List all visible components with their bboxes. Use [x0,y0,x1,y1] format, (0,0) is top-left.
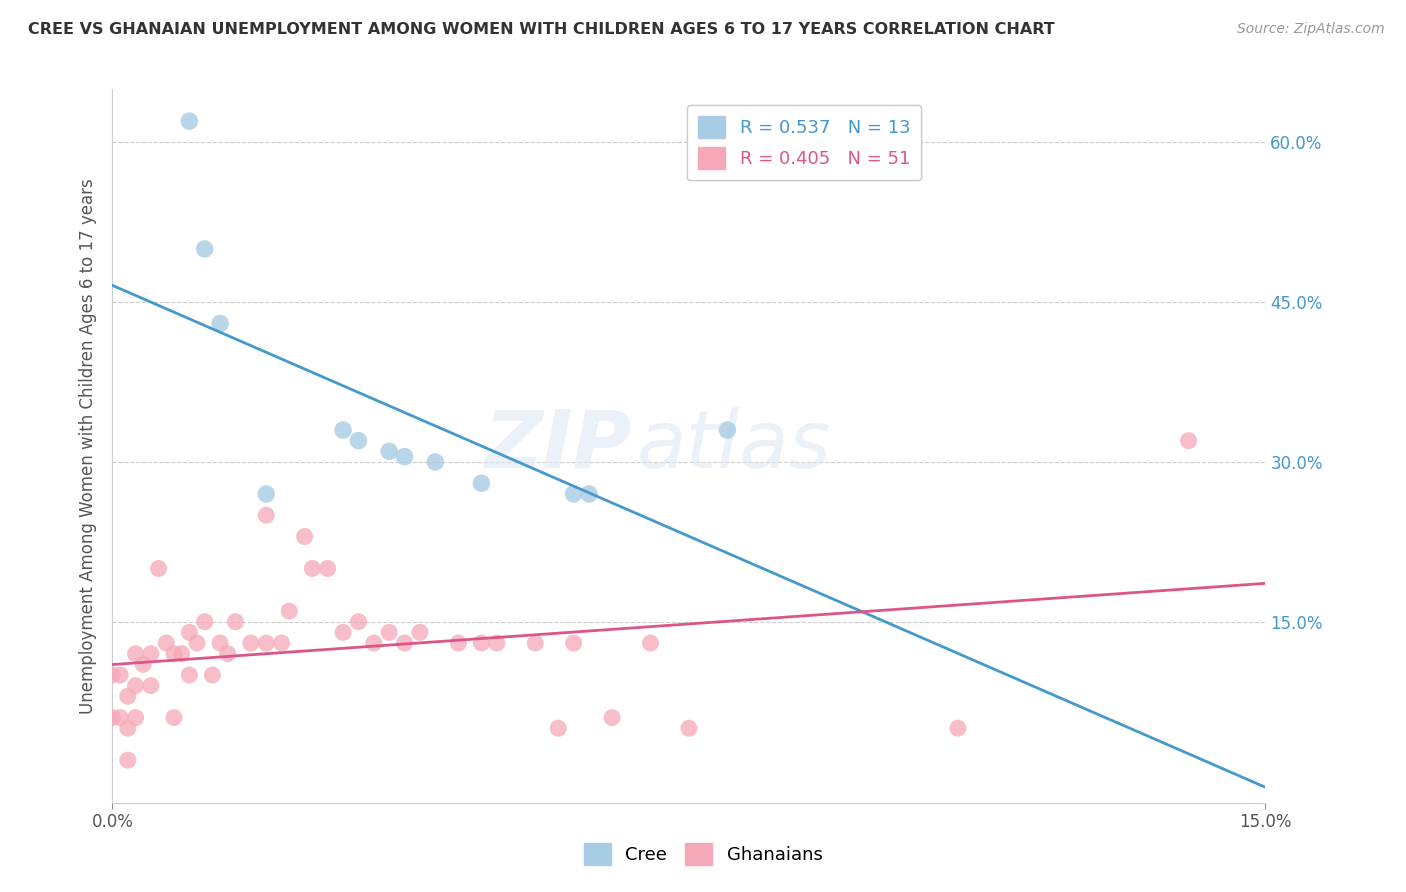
Point [378,625,401,640]
Point [640,636,662,650]
Point [378,444,401,458]
Point [254,508,277,523]
Point [132,657,155,672]
Point [347,434,370,448]
Point [562,487,585,501]
Point [163,647,186,661]
Point [347,615,370,629]
Point [1177,434,1199,448]
Point [148,561,170,575]
Point [316,561,339,575]
Point [600,710,623,724]
Text: Source: ZipAtlas.com: Source: ZipAtlas.com [1237,22,1385,37]
Point [678,721,700,735]
Point [294,529,316,543]
Point [179,625,201,640]
Point [394,636,416,650]
Point [332,625,354,640]
Point [139,679,162,693]
Point [239,636,262,650]
Point [470,476,492,491]
Y-axis label: Unemployment Among Women with Children Ages 6 to 17 years: Unemployment Among Women with Children A… [79,178,97,714]
Point [101,710,124,724]
Point [194,615,217,629]
Text: ZIP: ZIP [484,407,631,485]
Point [394,450,416,464]
Legend: R = 0.537   N = 13, R = 0.405   N = 51: R = 0.537 N = 13, R = 0.405 N = 51 [688,105,921,180]
Point [447,636,470,650]
Point [117,721,139,735]
Point [201,668,224,682]
Point [186,636,208,650]
Point [217,647,239,661]
Point [108,710,131,724]
Point [278,604,301,618]
Point [578,487,600,501]
Point [716,423,738,437]
Point [194,242,217,256]
Point [124,710,146,724]
Point [409,625,432,640]
Point [562,636,585,650]
Text: atlas: atlas [637,407,832,485]
Point [179,668,201,682]
Point [124,679,146,693]
Point [170,647,193,661]
Point [124,647,146,661]
Point [363,636,385,650]
Point [117,690,139,704]
Point [301,561,323,575]
Point [101,668,124,682]
Point [108,668,131,682]
Legend: Cree, Ghanaians: Cree, Ghanaians [575,834,831,874]
Point [254,487,277,501]
Point [224,615,246,629]
Point [179,114,201,128]
Point [485,636,508,650]
Point [254,636,277,650]
Point [139,647,162,661]
Point [117,753,139,767]
Point [332,423,354,437]
Point [470,636,492,650]
Point [547,721,569,735]
Text: CREE VS GHANAIAN UNEMPLOYMENT AMONG WOMEN WITH CHILDREN AGES 6 TO 17 YEARS CORRE: CREE VS GHANAIAN UNEMPLOYMENT AMONG WOME… [28,22,1054,37]
Point [270,636,292,650]
Point [209,317,232,331]
Point [946,721,969,735]
Point [524,636,547,650]
Point [425,455,447,469]
Point [209,636,232,650]
Point [155,636,177,650]
Point [163,710,186,724]
